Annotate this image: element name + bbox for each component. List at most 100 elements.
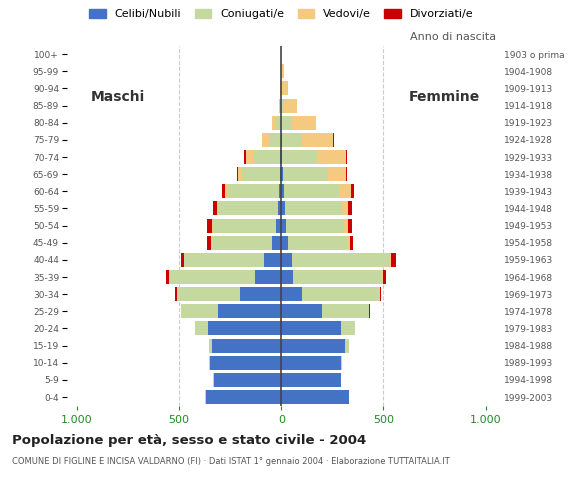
Bar — [207, 236, 211, 250]
Bar — [282, 82, 288, 96]
Bar — [346, 167, 347, 181]
Bar — [209, 356, 210, 370]
Bar — [169, 270, 255, 284]
Bar — [317, 150, 346, 164]
Bar — [390, 253, 392, 267]
Bar — [380, 287, 382, 301]
Bar — [166, 270, 169, 284]
Bar — [347, 236, 350, 250]
Bar — [302, 287, 379, 301]
Bar — [281, 356, 340, 370]
Bar — [210, 356, 281, 370]
Bar — [281, 390, 349, 404]
Bar — [263, 133, 269, 147]
Bar — [282, 150, 317, 164]
Bar — [281, 167, 283, 181]
Bar — [281, 322, 340, 336]
Bar — [195, 322, 208, 336]
Bar — [281, 253, 292, 267]
Bar — [283, 167, 328, 181]
Bar — [218, 202, 278, 216]
Bar — [281, 287, 302, 301]
Bar — [211, 236, 212, 250]
Bar — [322, 304, 369, 318]
Bar — [269, 133, 281, 147]
Bar — [279, 184, 281, 198]
Bar — [282, 64, 284, 78]
Bar — [340, 356, 342, 370]
Bar — [272, 236, 281, 250]
Bar — [206, 390, 281, 404]
Bar — [212, 218, 213, 233]
Bar — [280, 150, 281, 164]
Text: Femmine: Femmine — [409, 90, 480, 104]
Bar — [340, 322, 355, 336]
Bar — [281, 82, 282, 96]
Text: Anno di nascita: Anno di nascita — [410, 32, 496, 42]
Bar — [276, 218, 281, 233]
Bar — [264, 253, 281, 267]
Bar — [238, 167, 242, 181]
Bar — [222, 184, 224, 198]
Bar — [218, 304, 281, 318]
Bar — [184, 253, 264, 267]
Bar — [281, 236, 288, 250]
Bar — [302, 133, 333, 147]
Text: Maschi: Maschi — [90, 90, 145, 104]
Bar — [287, 218, 343, 233]
Bar — [208, 322, 281, 336]
Bar — [382, 270, 383, 284]
Bar — [242, 167, 280, 181]
Bar — [253, 150, 280, 164]
Bar — [281, 338, 345, 353]
Bar — [281, 98, 284, 113]
Bar — [245, 150, 253, 164]
Bar — [343, 218, 348, 233]
Bar — [213, 202, 217, 216]
Bar — [209, 338, 212, 353]
Bar — [213, 218, 276, 233]
Bar — [262, 133, 263, 147]
Bar — [244, 150, 245, 164]
Bar — [328, 167, 346, 181]
Bar — [349, 202, 353, 216]
Bar — [383, 270, 386, 284]
Bar — [342, 202, 349, 216]
Bar — [288, 236, 347, 250]
Bar — [292, 116, 316, 130]
Bar — [281, 150, 282, 164]
Bar — [348, 218, 352, 233]
Bar — [285, 202, 342, 216]
Bar — [272, 116, 276, 130]
Bar — [284, 184, 339, 198]
Bar — [346, 150, 347, 164]
Bar — [217, 202, 218, 216]
Bar — [181, 304, 218, 318]
Bar — [345, 338, 349, 353]
Bar — [280, 167, 281, 181]
Bar — [281, 202, 285, 216]
Bar — [224, 184, 228, 198]
Bar — [281, 304, 322, 318]
Bar — [177, 287, 241, 301]
Bar — [228, 184, 279, 198]
Bar — [392, 253, 396, 267]
Bar — [351, 184, 354, 198]
Bar — [237, 167, 238, 181]
Text: COMUNE DI FIGLINE E INCISA VALDARNO (FI) · Dati ISTAT 1° gennaio 2004 · Elaboraz: COMUNE DI FIGLINE E INCISA VALDARNO (FI)… — [12, 457, 450, 466]
Bar — [281, 270, 292, 284]
Bar — [207, 218, 212, 233]
Bar — [282, 133, 302, 147]
Bar — [278, 202, 281, 216]
Bar — [278, 98, 280, 113]
Legend: Celibi/Nubili, Coniugati/e, Vedovi/e, Divorziati/e: Celibi/Nubili, Coniugati/e, Vedovi/e, Di… — [85, 4, 478, 24]
Bar — [350, 236, 353, 250]
Bar — [281, 218, 287, 233]
Text: Popolazione per età, sesso e stato civile - 2004: Popolazione per età, sesso e stato civil… — [12, 434, 366, 447]
Bar — [339, 184, 351, 198]
Bar — [281, 373, 340, 387]
Bar — [212, 236, 272, 250]
Bar — [255, 270, 281, 284]
Bar — [212, 338, 281, 353]
Bar — [292, 270, 382, 284]
